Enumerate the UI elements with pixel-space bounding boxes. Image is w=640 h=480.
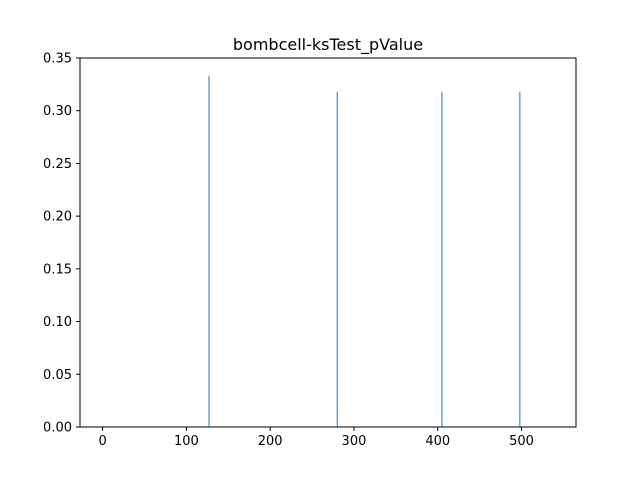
x-tick-label: 200 [258,434,283,449]
y-tick-label: 0.10 [43,315,72,330]
x-tick-label: 500 [509,434,534,449]
x-tick-label: 100 [174,434,199,449]
bar-3 [519,91,521,428]
x-axis-ticks: 0 100 200 300 400 500 [98,427,534,449]
y-axis-ticks: 0.00 0.05 0.10 0.15 0.20 0.25 0.30 0.35 [43,52,80,436]
y-tick-label: 0.25 [43,157,72,172]
bar-2 [441,91,443,428]
y-tick-label: 0.05 [43,368,72,383]
x-tick-label: 300 [342,434,367,449]
y-tick-label: 0.15 [43,262,72,277]
bars-group [208,75,521,428]
y-tick-label: 0.00 [43,421,72,436]
x-tick-label: 400 [425,434,450,449]
y-tick-label: 0.30 [43,104,72,119]
y-tick-label: 0.20 [43,210,72,225]
y-tick-label: 0.35 [43,52,72,67]
chart-title: bombcell-ksTest_pValue [233,35,423,55]
x-tick-label: 0 [98,434,106,449]
bar-0 [208,75,210,428]
plot-frame [79,57,577,428]
bar-1 [336,91,338,428]
